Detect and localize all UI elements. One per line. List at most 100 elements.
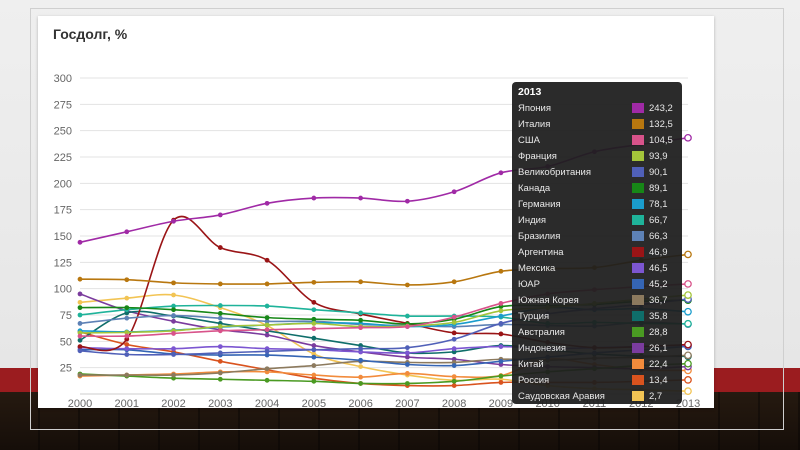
data-point xyxy=(311,321,317,326)
data-point xyxy=(498,331,504,337)
data-point xyxy=(451,330,457,336)
x-tick-label: 2013 xyxy=(676,398,700,408)
data-point xyxy=(171,307,176,313)
tooltip-series-value: 36,7 xyxy=(649,294,668,306)
tooltip-row: Россия 13,4 xyxy=(518,372,678,388)
tooltip-color-swatch xyxy=(632,327,644,337)
data-point xyxy=(77,337,83,343)
data-point xyxy=(264,281,270,287)
data-point xyxy=(171,313,176,318)
data-point xyxy=(404,350,410,356)
tooltip-row: Германия 78,1 xyxy=(518,196,678,212)
data-point xyxy=(217,328,223,334)
data-point xyxy=(358,381,364,386)
tooltip-row: Турция 35,8 xyxy=(518,308,678,324)
tooltip-series-value: 45,2 xyxy=(649,278,668,290)
data-point xyxy=(217,303,223,308)
tooltip-series-value: 46,5 xyxy=(649,262,668,274)
tooltip-series-name: США xyxy=(518,134,540,146)
data-point xyxy=(311,299,317,305)
data-point xyxy=(124,295,130,301)
data-point xyxy=(171,352,176,357)
data-point xyxy=(264,366,270,372)
data-point xyxy=(264,318,270,324)
tooltip-color-swatch xyxy=(632,167,644,177)
tooltip-color-swatch xyxy=(632,183,644,193)
data-point xyxy=(451,383,457,388)
data-point xyxy=(217,245,223,250)
x-tick-label: 2003 xyxy=(208,398,232,408)
data-point xyxy=(404,198,410,204)
y-tick-label: 25 xyxy=(60,363,72,375)
tooltip-series-name: Саудовская Аравия xyxy=(518,390,605,402)
data-point xyxy=(217,358,223,364)
tooltip-series-name: Япония xyxy=(518,102,551,114)
data-point xyxy=(451,336,457,342)
tooltip-series-name: Южная Корея xyxy=(518,294,579,306)
data-point xyxy=(217,315,223,321)
x-tick-label: 2006 xyxy=(348,398,372,408)
data-point xyxy=(358,325,364,331)
tooltip-color-swatch xyxy=(632,311,644,321)
x-tick-label: 2005 xyxy=(302,398,326,408)
tooltip-series-name: Россия xyxy=(518,374,550,386)
tooltip-series-value: 35,8 xyxy=(649,310,668,322)
data-point xyxy=(451,319,457,325)
chart-tooltip: 2013 Япония 243,2 Италия 132,5 США 104,5 Франц… xyxy=(512,82,682,404)
data-point xyxy=(451,279,457,285)
tooltip-row: США 104,5 xyxy=(518,132,678,148)
data-point xyxy=(498,301,504,306)
tooltip-series-name: Мексика xyxy=(518,262,556,274)
slide-frame xyxy=(30,8,784,430)
x-tick-label: 2008 xyxy=(442,398,466,408)
data-point xyxy=(404,362,410,367)
data-point xyxy=(311,372,317,378)
tooltip-series-name: Канада xyxy=(518,182,551,194)
data-point xyxy=(311,335,317,341)
tooltip-row: Канада 89,1 xyxy=(518,180,678,196)
data-point xyxy=(311,279,317,285)
y-tick-label: 175 xyxy=(54,205,72,217)
data-point xyxy=(451,189,457,195)
tooltip-series-value: 78,1 xyxy=(649,198,668,210)
tooltip-row: Бразилия 66,3 xyxy=(518,228,678,244)
data-point xyxy=(264,322,270,328)
data-point xyxy=(498,313,504,319)
tooltip-color-swatch xyxy=(632,343,644,353)
tooltip-series-name: Франция xyxy=(518,150,557,162)
y-tick-label: 200 xyxy=(54,178,72,190)
data-point xyxy=(684,319,692,328)
data-point xyxy=(404,381,410,386)
data-point xyxy=(217,311,223,316)
data-point xyxy=(451,378,457,384)
y-tick-label: 50 xyxy=(60,336,72,348)
data-point xyxy=(404,345,410,351)
tooltip-row: Южная Корея 36,7 xyxy=(518,292,678,308)
data-point xyxy=(498,373,504,379)
data-point xyxy=(171,218,176,224)
tooltip-series-value: 46,9 xyxy=(649,246,668,258)
data-point xyxy=(358,374,364,380)
data-point xyxy=(498,358,504,364)
y-tick-label: 250 xyxy=(54,126,72,138)
tooltip-row: Великобритания 90,1 xyxy=(518,164,678,180)
data-point xyxy=(171,280,176,286)
tooltip-color-swatch xyxy=(632,231,644,241)
data-point xyxy=(451,363,457,368)
data-point xyxy=(77,321,83,326)
data-point xyxy=(124,333,130,339)
data-point xyxy=(77,344,83,349)
data-point xyxy=(451,374,457,380)
tooltip-row: Япония 243,2 xyxy=(518,100,678,116)
data-point xyxy=(124,277,130,283)
data-point xyxy=(77,333,83,339)
tooltip-color-swatch xyxy=(632,135,644,145)
tooltip-color-swatch xyxy=(632,103,644,113)
y-tick-label: 275 xyxy=(54,99,72,111)
data-point xyxy=(264,332,270,338)
data-point xyxy=(358,364,364,370)
chart-title: Госдолг, % xyxy=(53,26,128,42)
data-point xyxy=(404,282,410,288)
tooltip-row: Саудовская Аравия 2,7 xyxy=(518,388,678,404)
data-point xyxy=(171,292,176,298)
